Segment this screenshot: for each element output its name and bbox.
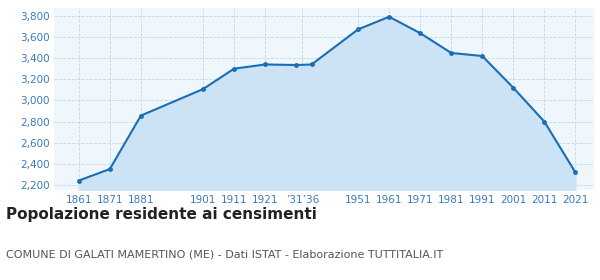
Text: COMUNE DI GALATI MAMERTINO (ME) - Dati ISTAT - Elaborazione TUTTITALIA.IT: COMUNE DI GALATI MAMERTINO (ME) - Dati I… — [6, 249, 443, 259]
Text: Popolazione residente ai censimenti: Popolazione residente ai censimenti — [6, 207, 317, 222]
